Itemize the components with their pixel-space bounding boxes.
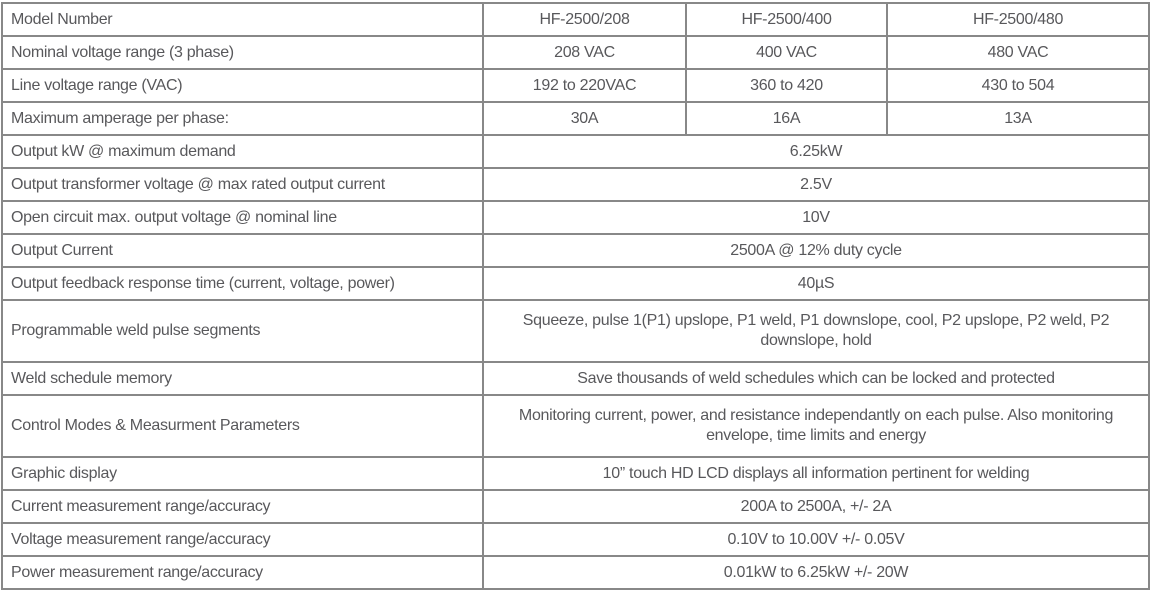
spec-label: Graphic display	[1, 456, 484, 491]
spec-value: 2.5V	[482, 167, 1150, 202]
spec-value: Monitoring current, power, and resistanc…	[482, 394, 1150, 458]
spec-value: HF-2500/208	[482, 2, 687, 37]
spec-value: 16A	[685, 101, 888, 136]
spec-value: 430 to 504	[886, 68, 1150, 103]
table-row: Output transformer voltage @ max rated o…	[1, 167, 1150, 202]
table-row: Model Number HF-2500/208 HF-2500/400 HF-…	[1, 2, 1150, 37]
table-row: Current measurement range/accuracy 200A …	[1, 489, 1150, 524]
spec-label: Weld schedule memory	[1, 361, 484, 396]
table-row: Control Modes & Measurment Parameters Mo…	[1, 394, 1150, 458]
spec-value: 10” touch HD LCD displays all informatio…	[482, 456, 1150, 491]
spec-label: Output feedback response time (current, …	[1, 266, 484, 301]
spec-label: Line voltage range (VAC)	[1, 68, 484, 103]
table-row: Output kW @ maximum demand 6.25kW	[1, 134, 1150, 169]
spec-value: 360 to 420	[685, 68, 888, 103]
spec-value: 0.10V to 10.00V +/- 0.05V	[482, 522, 1150, 557]
spec-label: Output Current	[1, 233, 484, 268]
spec-label: Current measurement range/accuracy	[1, 489, 484, 524]
spec-label: Power measurement range/accuracy	[1, 555, 484, 590]
table-row: Graphic display 10” touch HD LCD display…	[1, 456, 1150, 491]
spec-value: 480 VAC	[886, 35, 1150, 70]
table-row: Maximum amperage per phase: 30A 16A 13A	[1, 101, 1150, 136]
spec-value: 192 to 220VAC	[482, 68, 687, 103]
spec-label: Voltage measurement range/accuracy	[1, 522, 484, 557]
spec-value: 208 VAC	[482, 35, 687, 70]
table-row: Power measurement range/accuracy 0.01kW …	[1, 555, 1150, 590]
spec-value: 13A	[886, 101, 1150, 136]
table-row: Weld schedule memory Save thousands of w…	[1, 361, 1150, 396]
spec-label: Nominal voltage range (3 phase)	[1, 35, 484, 70]
spec-label: Programmable weld pulse segments	[1, 299, 484, 363]
spec-value: 30A	[482, 101, 687, 136]
table-row: Open circuit max. output voltage @ nomin…	[1, 200, 1150, 235]
spec-label: Control Modes & Measurment Parameters	[1, 394, 484, 458]
spec-value: 6.25kW	[482, 134, 1150, 169]
table-row: Programmable weld pulse segments Squeeze…	[1, 299, 1150, 363]
spec-value: Save thousands of weld schedules which c…	[482, 361, 1150, 396]
specification-table: Model Number HF-2500/208 HF-2500/400 HF-…	[1, 2, 1150, 590]
spec-label: Output transformer voltage @ max rated o…	[1, 167, 484, 202]
spec-value: 400 VAC	[685, 35, 888, 70]
spec-value: 2500A @ 12% duty cycle	[482, 233, 1150, 268]
spec-value: 10V	[482, 200, 1150, 235]
spec-value: 0.01kW to 6.25kW +/- 20W	[482, 555, 1150, 590]
spec-value: Squeeze, pulse 1(P1) upslope, P1 weld, P…	[482, 299, 1150, 363]
table-row: Voltage measurement range/accuracy 0.10V…	[1, 522, 1150, 557]
spec-value: 40µS	[482, 266, 1150, 301]
spec-value: HF-2500/400	[685, 2, 888, 37]
table-row: Nominal voltage range (3 phase) 208 VAC …	[1, 35, 1150, 70]
table-row: Output feedback response time (current, …	[1, 266, 1150, 301]
spec-label: Model Number	[1, 2, 484, 37]
spec-value: HF-2500/480	[886, 2, 1150, 37]
spec-label: Open circuit max. output voltage @ nomin…	[1, 200, 484, 235]
table-row: Line voltage range (VAC) 192 to 220VAC 3…	[1, 68, 1150, 103]
table-row: Output Current 2500A @ 12% duty cycle	[1, 233, 1150, 268]
spec-label: Output kW @ maximum demand	[1, 134, 484, 169]
spec-label: Maximum amperage per phase:	[1, 101, 484, 136]
spec-value: 200A to 2500A, +/- 2A	[482, 489, 1150, 524]
